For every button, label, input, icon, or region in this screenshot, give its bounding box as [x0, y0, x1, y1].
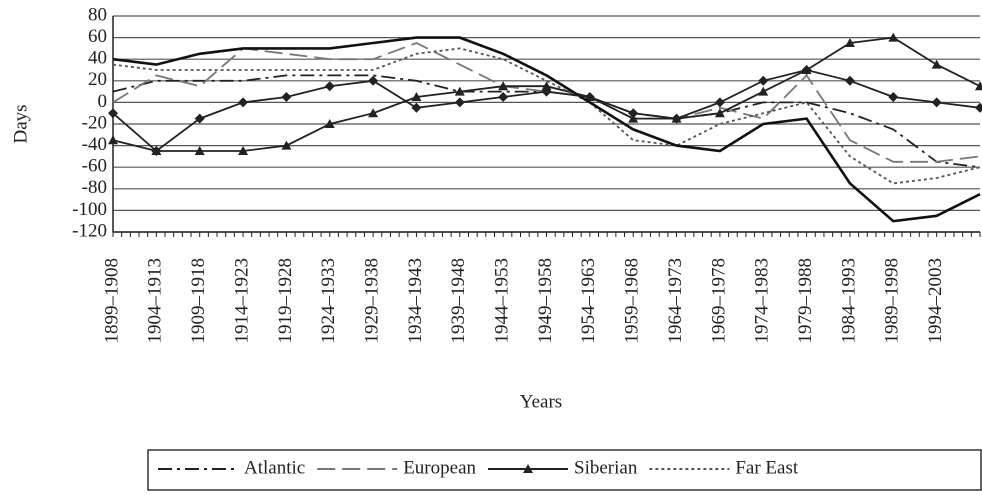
marker [411, 102, 422, 113]
marker [368, 108, 379, 118]
x-tick-label: 1989–1998 [882, 258, 903, 344]
marker [975, 102, 982, 113]
marker [628, 108, 639, 119]
marker [368, 75, 379, 86]
marker [281, 140, 292, 150]
marker [454, 97, 465, 108]
y-tick-label: -100 [72, 199, 107, 220]
x-tick-label: 1979–1988 [795, 258, 816, 344]
y-tick-label: -60 [82, 156, 107, 177]
x-tick-label: 1949–1958 [535, 258, 556, 344]
marker [671, 113, 682, 124]
legend-label: Atlantic [244, 457, 305, 478]
marker [108, 108, 118, 119]
legend-label: European [403, 457, 476, 478]
marker [324, 119, 335, 128]
x-tick-label: 1914–1923 [231, 258, 252, 344]
y-tick-label: 20 [88, 69, 107, 90]
marker [281, 92, 292, 102]
marker [888, 32, 899, 42]
marker [888, 92, 899, 102]
marker [931, 59, 942, 69]
x-tick-label: 1904–1913 [145, 258, 166, 344]
marker [931, 97, 942, 108]
x-tick-label: 1954–1963 [578, 258, 599, 344]
marker [194, 146, 205, 155]
x-tick-label: 1984–1993 [838, 258, 859, 344]
y-tick-label: -80 [82, 177, 107, 198]
x-tick-label: 1909–1918 [188, 258, 209, 344]
series-line [112, 42, 981, 163]
x-tick-label: 1994–2003 [925, 258, 946, 344]
x-tick-label: 1959–1968 [622, 258, 643, 344]
x-tick-label: 1929–1938 [361, 258, 382, 344]
y-tick-label: -20 [82, 112, 107, 133]
legend-marker [523, 464, 534, 473]
marker [714, 97, 725, 108]
marker [844, 38, 855, 47]
x-tick-label: 1974–1983 [752, 258, 773, 344]
marker [411, 92, 422, 101]
marker [108, 135, 118, 145]
x-tick-label: 1899–1908 [101, 258, 122, 344]
x-axis-label: Years [520, 391, 562, 412]
marker [238, 97, 249, 108]
marker [758, 86, 769, 96]
marker [194, 113, 205, 124]
y-tick-label: 40 [88, 48, 107, 69]
marker [758, 75, 769, 86]
y-tick-label: 0 [98, 91, 108, 112]
marker [324, 81, 335, 92]
marker [151, 146, 162, 156]
marker [238, 146, 249, 155]
x-tick-label: 1964–1973 [665, 258, 686, 344]
marker [454, 86, 465, 96]
x-tick-label: 1969–1978 [708, 258, 729, 344]
y-tick-label: -120 [72, 220, 107, 241]
x-tick-label: 1934–1943 [405, 258, 426, 344]
legend-label: Far East [735, 457, 799, 478]
y-axis-label: Days [10, 104, 31, 143]
series-line [112, 47, 981, 185]
marker [844, 75, 855, 86]
x-tick-label: 1944–1953 [492, 258, 513, 344]
marker [541, 86, 552, 97]
marker [801, 65, 812, 75]
series-line [112, 36, 981, 223]
marker [975, 81, 982, 91]
marker [498, 81, 509, 91]
x-tick-label: 1924–1933 [318, 258, 339, 344]
y-tick-label: 80 [88, 4, 107, 25]
x-tick-label: 1939–1948 [448, 258, 469, 344]
marker [584, 92, 595, 102]
y-tick-label: -40 [82, 134, 107, 155]
legend-box [147, 449, 982, 491]
legend-label: Siberian [574, 457, 638, 478]
y-tick-label: 60 [88, 26, 107, 47]
marker [498, 92, 509, 102]
marker [541, 81, 552, 91]
x-tick-label: 1919–1928 [275, 258, 296, 344]
marker [714, 108, 725, 118]
